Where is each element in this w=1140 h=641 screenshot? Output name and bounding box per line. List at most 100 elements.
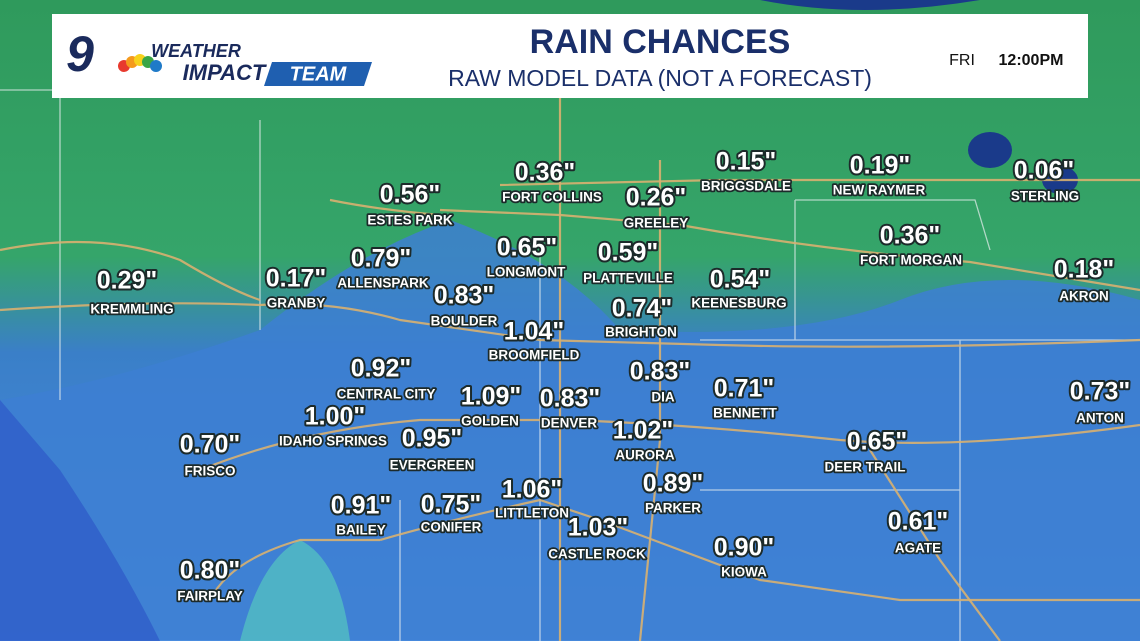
location-name: LONGMONT xyxy=(487,265,566,280)
roads xyxy=(0,90,1140,641)
location: 0.19" NEW RAYMER xyxy=(831,150,927,200)
location-name: BENNETT xyxy=(713,406,778,421)
location-name: AGATE xyxy=(895,541,941,556)
location: 0.80" FAIRPLAY xyxy=(175,555,244,606)
rain-amount: 1.06" xyxy=(502,476,563,504)
rain-amount: 0.92" xyxy=(351,355,412,383)
logo-badge xyxy=(264,62,372,86)
location: 0.18" AKRON xyxy=(1052,254,1117,306)
rain-amount: 0.15" xyxy=(716,148,777,176)
location: 0.26" GREELEY xyxy=(622,182,690,233)
dry-area xyxy=(240,540,350,641)
rain-amount: 1.03" xyxy=(568,514,629,542)
rain-amount: 0.36" xyxy=(515,159,576,187)
header: 9 WEATHER IMPACT TEAM RAIN CHANCES RAW M… xyxy=(52,14,1088,98)
location: 0.89" PARKER xyxy=(641,468,706,518)
location: 0.65" LONGMONT xyxy=(485,232,568,282)
location: 0.56" ESTES PARK xyxy=(366,179,455,230)
rain-amount: 0.83" xyxy=(630,358,691,386)
rain-amount: 0.59" xyxy=(598,239,659,267)
road xyxy=(499,178,1140,187)
rain-amount: 0.89" xyxy=(643,470,704,498)
rain-amount: 0.83" xyxy=(540,385,601,413)
location: 1.06" LITTLETON xyxy=(493,474,571,523)
location: 0.91" BAILEY xyxy=(329,490,394,540)
road xyxy=(199,418,1140,472)
location-name: LITTLETON xyxy=(495,506,569,521)
road xyxy=(869,449,1001,641)
rain-amount: 0.61" xyxy=(888,508,949,536)
rain-amount: 0.54" xyxy=(710,266,771,294)
logo-line1: WEATHER xyxy=(151,41,241,61)
lake xyxy=(968,132,1012,168)
logo-line2: IMPACT xyxy=(183,60,267,85)
location: 1.09" GOLDEN xyxy=(459,381,524,431)
location-name: GREELEY xyxy=(624,216,689,231)
rain-amount: 0.73" xyxy=(1070,378,1131,406)
location-name: FRISCO xyxy=(184,464,235,479)
location: 1.00" IDAHO SPRINGS xyxy=(277,401,389,451)
location: 0.75"CONIFER xyxy=(419,489,484,537)
location: 0.06" STERLING xyxy=(1009,155,1081,206)
location-name: KEENESBURG xyxy=(691,296,786,311)
location-name: ALLENSPARK xyxy=(337,276,429,291)
location: 0.70" FRISCO xyxy=(178,429,243,481)
rain-amount: 0.17" xyxy=(266,265,327,293)
location-name: FORT COLLINS xyxy=(502,190,602,205)
location-name: CENTRAL CITY xyxy=(337,387,436,402)
subtitle: RAW MODEL DATA (NOT A FORECAST) xyxy=(448,65,872,91)
location: 0.17" GRANBY xyxy=(264,263,329,313)
road xyxy=(209,538,380,601)
location-name: BOULDER xyxy=(431,314,498,329)
location: 0.83" DENVER xyxy=(538,383,603,433)
location-name: ANTON xyxy=(1076,411,1124,426)
rain-amount: 0.19" xyxy=(850,152,911,180)
rain-amount: 0.36" xyxy=(880,222,941,250)
logo-number: 9 xyxy=(66,26,94,82)
rain-amount: 0.56" xyxy=(380,181,441,209)
location-name: DENVER xyxy=(541,416,598,431)
location: 0.36" FORT COLLINS xyxy=(500,157,603,207)
location: 1.02" AURORA xyxy=(611,415,677,465)
rain-amount: 0.71" xyxy=(714,375,775,403)
rain-amount: 1.02" xyxy=(613,417,674,445)
location-labels: 0.36" FORT COLLINS 0.15" BRIGGSDALE 0.19" NEW… xyxy=(89,146,1133,606)
location-name: NEW RAYMER xyxy=(833,183,926,198)
rain-area xyxy=(0,220,1140,641)
rain-amount: 0.65" xyxy=(847,428,908,456)
location: 0.83" BOULDER xyxy=(429,280,499,331)
location: 0.15" BRIGGSDALE xyxy=(699,146,793,196)
location-name: EVERGREEN xyxy=(390,458,475,473)
location-name: BROOMFIELD xyxy=(489,348,580,363)
rain-amount: 0.91" xyxy=(331,492,392,520)
location: 0.83" DIA xyxy=(628,356,693,407)
location-name: IDAHO SPRINGS xyxy=(279,434,387,449)
location: 1.03" CASTLE ROCK xyxy=(547,512,648,564)
location-name: BRIGHTON xyxy=(605,325,677,340)
location-name: PLATTEVILLE xyxy=(583,271,673,286)
rain-amount: 0.74" xyxy=(612,295,673,323)
road xyxy=(638,160,662,641)
location: 0.61" AGATE xyxy=(886,506,951,558)
rain-amount: 1.09" xyxy=(461,383,522,411)
location: 1.04" BROOMFIELD xyxy=(487,316,581,365)
location-name: GOLDEN xyxy=(461,414,519,429)
rain-amount: 0.83" xyxy=(434,282,495,310)
location-name: GRANBY xyxy=(267,296,326,311)
road xyxy=(0,198,441,302)
location: 0.59" PLATTEVILLE xyxy=(581,237,674,288)
rain-area xyxy=(0,400,160,641)
location: 0.36" FORT MORGAN xyxy=(858,220,964,270)
location: 0.74" BRIGHTON xyxy=(603,293,678,342)
location-name: FAIRPLAY xyxy=(177,589,243,604)
rain-amount: 1.00" xyxy=(305,403,366,431)
rain-amount: 0.80" xyxy=(180,557,241,585)
location-name: KIOWA xyxy=(721,565,767,580)
peacock xyxy=(118,54,162,72)
rain-amount: 0.06" xyxy=(1014,157,1075,185)
location-name: KREMMLING xyxy=(90,302,173,317)
location-name: BAILEY xyxy=(336,523,386,538)
location: 0.73" ANTON xyxy=(1068,376,1133,428)
location-name: STERLING xyxy=(1011,189,1079,204)
